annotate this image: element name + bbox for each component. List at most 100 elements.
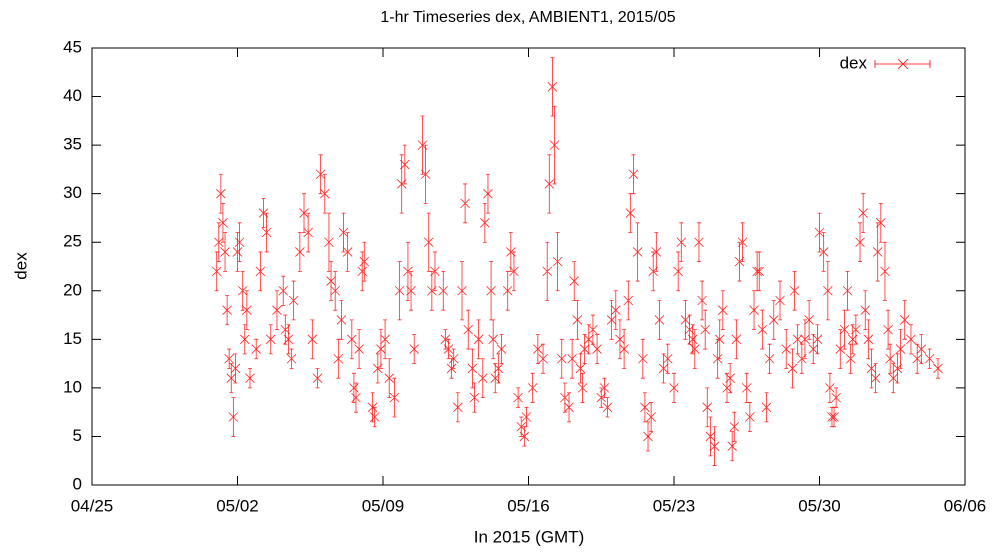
data-point — [486, 261, 496, 321]
data-point — [651, 232, 662, 272]
data-point — [924, 348, 935, 369]
data-point — [872, 222, 883, 282]
data-point — [876, 202, 886, 243]
data-point — [430, 251, 440, 292]
data-point — [349, 372, 359, 403]
data-point — [722, 372, 732, 403]
y-tick-label: 0 — [73, 474, 82, 493]
data-point — [619, 329, 629, 369]
data-point — [338, 212, 349, 253]
data-point — [684, 314, 695, 345]
data-point — [527, 372, 538, 403]
data-point — [403, 241, 413, 301]
data-point — [761, 392, 772, 423]
data-point — [757, 309, 768, 350]
data-point — [552, 232, 563, 292]
data-point — [303, 212, 313, 253]
data-point — [880, 241, 890, 301]
data-point — [226, 363, 237, 394]
data-point — [480, 202, 490, 243]
data-point — [312, 368, 323, 389]
data-point — [615, 319, 625, 360]
data-point — [592, 334, 602, 365]
data-point — [556, 338, 567, 379]
data-point — [602, 397, 613, 418]
data-point — [712, 338, 723, 379]
data-point — [373, 353, 383, 384]
data-point — [533, 334, 543, 365]
y-tick-label: 40 — [63, 86, 82, 105]
data-point — [324, 212, 334, 272]
data-point — [737, 222, 748, 263]
data-point — [359, 241, 370, 282]
data-point — [299, 193, 309, 233]
data-point — [643, 421, 653, 452]
data-point — [906, 324, 916, 355]
data-point — [892, 353, 903, 384]
data-point — [232, 232, 243, 272]
data-point — [745, 402, 755, 432]
data-point — [702, 387, 713, 428]
data-point — [575, 353, 586, 384]
data-point — [658, 353, 669, 384]
data-point — [283, 324, 294, 355]
data-point — [599, 377, 610, 398]
data-point — [488, 319, 498, 360]
data-point — [384, 358, 395, 398]
data-point — [420, 144, 431, 204]
data-point — [577, 372, 588, 403]
data-point — [477, 358, 488, 398]
data-point — [251, 338, 261, 360]
data-point — [220, 232, 230, 272]
data-point — [544, 154, 555, 214]
data-point — [389, 377, 400, 418]
data-point — [211, 251, 222, 292]
data-point — [669, 372, 679, 403]
data-point — [583, 324, 594, 355]
data-point — [640, 392, 650, 423]
data-point — [860, 290, 871, 331]
data-point — [628, 154, 639, 195]
data-point — [895, 329, 906, 369]
data-point — [239, 324, 250, 355]
data-point — [829, 406, 839, 428]
data-point — [502, 270, 513, 311]
data-point — [258, 198, 269, 229]
data-point — [818, 232, 829, 272]
data-point — [718, 290, 728, 331]
data-point — [446, 358, 457, 379]
data-point — [320, 173, 330, 214]
data-point — [858, 193, 868, 233]
data-point — [216, 173, 226, 214]
data-point — [354, 329, 364, 369]
data-point — [839, 309, 850, 350]
data-point — [483, 173, 493, 214]
data-point — [261, 212, 272, 253]
data-point — [357, 251, 367, 292]
data-point — [579, 334, 590, 365]
data-point — [855, 222, 865, 263]
data-point — [781, 329, 792, 369]
data-point — [866, 348, 877, 389]
data-point — [792, 324, 803, 355]
data-point — [406, 270, 416, 311]
data-point — [752, 251, 762, 292]
x-tick-label: 05/30 — [798, 496, 841, 515]
data-point — [623, 280, 634, 321]
data-point — [509, 251, 519, 292]
data-point — [680, 300, 691, 340]
data-point — [709, 426, 720, 466]
data-point — [885, 343, 895, 374]
data-point — [572, 300, 583, 340]
y-tick-label: 35 — [63, 135, 82, 154]
data-point — [490, 363, 501, 394]
y-tick-label: 10 — [63, 377, 82, 396]
data-point — [787, 348, 798, 389]
data-point — [336, 300, 347, 340]
data-point — [729, 411, 740, 442]
data-point — [588, 314, 598, 345]
data-point — [851, 314, 861, 345]
data-point — [825, 372, 835, 403]
data-point — [400, 144, 410, 185]
data-point — [734, 241, 745, 282]
